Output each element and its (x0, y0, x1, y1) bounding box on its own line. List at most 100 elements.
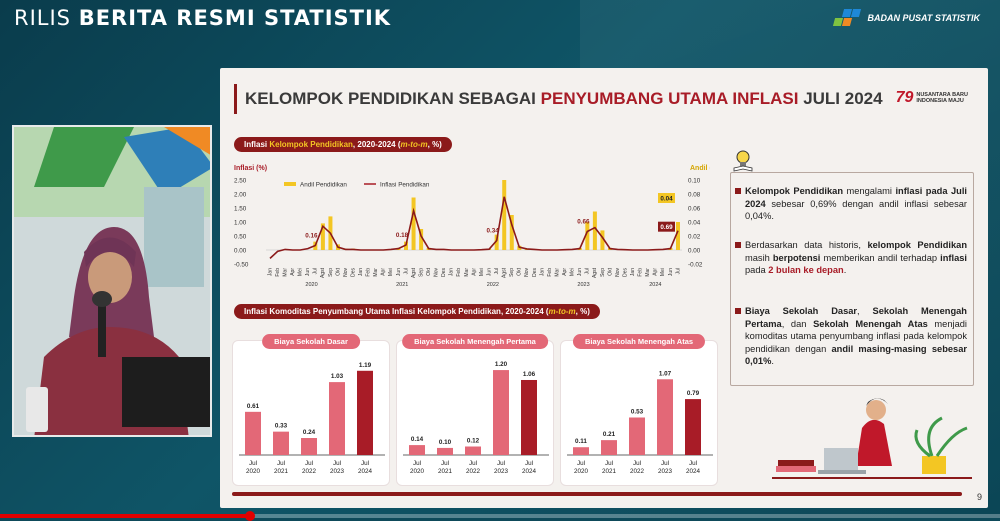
y2-tick-label: 0.02 (688, 234, 701, 241)
year-tick-label: 2022 (487, 282, 499, 288)
inflasi-data-label: 0.34 (487, 227, 500, 234)
line-chart: Inflasi (%) Andil (%) 2.50 2.00 1.50 1.00 0.50… (234, 165, 710, 288)
month-tick-label: Feb (547, 268, 553, 277)
finding-3: Biaya Sekolah Dasar, Sekolah Menengah Pe… (735, 305, 967, 368)
month-tick-label: Okt (517, 267, 523, 275)
month-tick-label: Agst (502, 267, 508, 278)
bar (245, 411, 261, 455)
month-tick-label: Mei (479, 268, 485, 276)
bps-logo: BADAN PUSAT STATISTIK (832, 8, 981, 28)
legend-label-inflasi: Inflasi Pendidikan (380, 182, 430, 189)
finding-text: pada (745, 265, 769, 276)
andil-callout-box (658, 193, 675, 203)
month-tick-label: Mar (373, 268, 379, 277)
inflasi-callout-box (658, 221, 675, 232)
bar-value-label: 0.14 (411, 436, 424, 443)
video-progress-bar[interactable] (0, 511, 1000, 521)
month-tick-label: Des (622, 268, 628, 277)
month-tick-label: Jun (577, 268, 583, 276)
month-tick-label: Mei (660, 268, 666, 276)
bar (629, 417, 645, 455)
slide-footer-bar (232, 492, 962, 496)
month-tick-label: Jun (396, 268, 402, 276)
finding-text: , dan (781, 318, 814, 329)
inflasi-line (269, 196, 679, 259)
year-tick-label: 2024 (649, 282, 661, 288)
bar-category-label: Jul (661, 460, 669, 467)
bar-category-label: Jul (277, 460, 285, 467)
month-tick-label: Mei (388, 268, 394, 276)
finding-text: berpotensi (772, 252, 821, 263)
y2-tick-label: 0.08 (688, 192, 701, 199)
month-tick-label: Okt (335, 267, 341, 275)
inflasi-data-label: 0.66 (577, 219, 590, 226)
anniversary-logo-line2: INDONESIA MAJU (916, 98, 964, 104)
month-tick-label: Apr (381, 268, 387, 276)
finding-text: Berdasarkan data historis, (745, 240, 868, 250)
y2-tick-label: -0.02 (688, 262, 703, 269)
month-tick-label: Des (350, 268, 356, 277)
video-progress-knob[interactable] (245, 511, 255, 521)
key-findings-box: Kelompok Pendidikan mengalami inflasi pa… (730, 172, 974, 386)
finding-text: Sekolah Menengah Atas (813, 318, 928, 329)
finding-text: inflasi (940, 252, 967, 263)
lightbulb-book-icon (733, 150, 753, 172)
month-tick-label: Feb (456, 268, 462, 277)
bar-category-label: 2020 (410, 468, 425, 475)
andil-bar (676, 222, 680, 250)
bar-category-label: 2020 (574, 468, 589, 475)
month-tick-label: Jul (675, 268, 681, 274)
month-tick-label: Feb (275, 268, 281, 277)
month-tick-label: Agst (411, 267, 417, 278)
y-tick-label: 0.50 (234, 234, 247, 241)
andil-callout-label: 0.04 (660, 196, 673, 203)
bar-charts-title: Inflasi Komoditas Penyumbang Utama Infla… (234, 304, 600, 319)
bar-category-label: Jul (633, 460, 641, 467)
finding-text: kelompok Pendidikan (867, 240, 968, 250)
bar-value-label: 0.33 (275, 423, 288, 430)
year-tick-label: 2021 (396, 282, 408, 288)
finding-text: . (843, 265, 847, 276)
month-tick-label: Mar (554, 268, 560, 277)
finding-text: Biaya Sekolah Dasar (745, 306, 858, 316)
bar (437, 447, 453, 455)
bar-value-label: 1.07 (659, 370, 672, 377)
presenter-video (12, 125, 212, 437)
bar-value-label: 0.61 (247, 403, 260, 410)
bar-panel-title: Biaya Sekolah Dasar (262, 334, 360, 349)
y-tick-label: 1.50 (234, 206, 247, 213)
inflasi-data-label: 0.16 (305, 233, 318, 240)
bar-panel-sma: Biaya Sekolah Menengah Atas 0.11 Jul 2020 0… (560, 334, 718, 486)
bar-category-label: 2023 (494, 468, 509, 475)
month-tick-label: Nov (343, 268, 349, 277)
bar-value-label: 0.24 (303, 429, 316, 436)
y-tick-label: -0.50 (234, 262, 249, 269)
y-tick-label: 0.00 (234, 248, 247, 255)
month-tick-label: Jan (449, 268, 455, 276)
finding-text: Kelompok Pendidikan (745, 186, 844, 196)
bar-value-label: 0.12 (467, 438, 480, 445)
bar (357, 370, 373, 455)
month-tick-label: Sep (600, 268, 606, 277)
bar-category-label: Jul (469, 460, 477, 467)
andil-bar (600, 230, 605, 250)
bar-value-label: 0.11 (575, 438, 587, 445)
bar-category-label: Jul (577, 460, 585, 467)
andil-bar (585, 222, 590, 250)
bar-category-label: Jul (605, 460, 613, 467)
finding-text: . (771, 356, 774, 367)
bar-value-label: 1.19 (359, 362, 372, 369)
month-tick-label: Jun (486, 268, 492, 276)
y-tick-label: 1.00 (234, 220, 247, 227)
bps-logo-text: BADAN PUSAT STATISTIK (867, 13, 981, 23)
bar-panel-title: Biaya Sekolah Menengah Pertama (402, 334, 548, 349)
bar-category-label: Jul (333, 460, 341, 467)
finding-text: , (857, 306, 873, 316)
month-tick-label: Sep (418, 268, 424, 277)
presentation-slide: KELOMPOK PENDIDIKAN SEBAGAI PENYUMBANG U… (220, 68, 988, 508)
month-tick-label: Apr (653, 268, 659, 276)
bar-panel-smp: Biaya Sekolah Menengah Pertama 0.14 Jul 20… (396, 334, 554, 486)
person-laptop-illustration (772, 398, 972, 479)
bar (329, 382, 345, 455)
finding-text: andil masing-masing sebesar 0,01% (745, 343, 967, 367)
